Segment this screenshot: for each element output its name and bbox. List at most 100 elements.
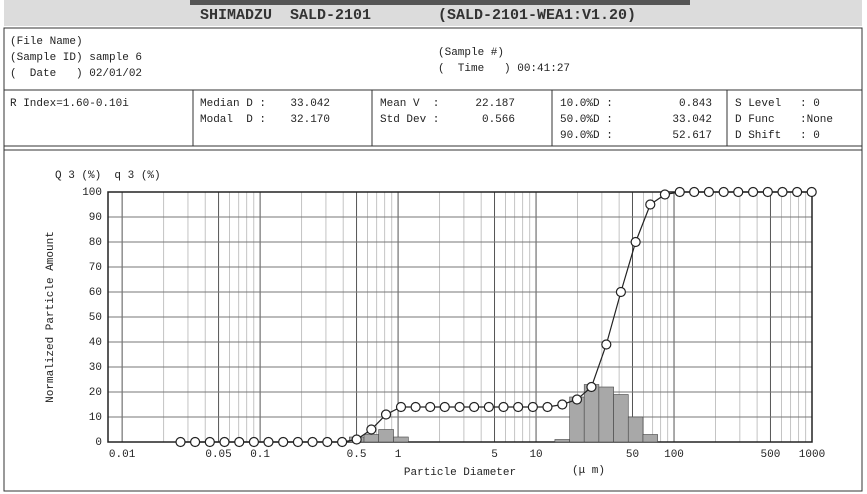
point (190, 436, 201, 448)
outer-frame (3, 27, 863, 492)
stat-label: D Shift (735, 130, 781, 142)
x-tick-label: 5 (491, 449, 498, 461)
plot-frame (107, 191, 813, 443)
point (175, 436, 186, 448)
bar (627, 416, 644, 443)
point (469, 401, 480, 413)
time: ( Time ) 00:41:27 (438, 63, 570, 75)
y-tick-label: 100 (82, 187, 102, 199)
y-tick-label: 30 (89, 362, 102, 374)
x-axis-unit: (μ m) (572, 465, 605, 477)
bar (642, 434, 658, 443)
point (513, 401, 524, 413)
bar (598, 386, 614, 443)
axis-header: Q 3 (%) q 3 (%) (55, 170, 161, 182)
point (718, 186, 729, 198)
x-tick-label: 1 (395, 449, 402, 461)
file-name: (File Name) (10, 36, 83, 48)
stat-label: Mean V : (380, 98, 439, 110)
y-tick-label: 50 (89, 312, 102, 324)
point (659, 189, 671, 200)
y-tick-label: 40 (89, 337, 102, 349)
point (278, 436, 289, 448)
stat-value: 33.042 (672, 114, 712, 126)
x-tick-label: 0.1 (250, 449, 270, 461)
bar (554, 439, 570, 443)
stat-label: 10.0%D : (560, 98, 613, 110)
point (527, 401, 538, 413)
y-axis-label: Normalized Particle Amount (45, 231, 57, 403)
point (498, 401, 509, 413)
header-strip (190, 0, 690, 5)
x-tick-label: 0.05 (205, 449, 231, 461)
point (571, 394, 583, 405)
point (380, 409, 392, 420)
sample-no: (Sample #) (438, 47, 504, 59)
y-tick-label: 80 (89, 237, 102, 249)
point (615, 286, 626, 298)
stat-label: Modal D : (200, 114, 266, 126)
bar (378, 429, 394, 443)
point (557, 399, 568, 410)
point (292, 436, 304, 448)
stat-label: 90.0%D : (560, 130, 613, 142)
point (248, 436, 260, 448)
stat-value: 0.566 (482, 114, 515, 126)
y-tick-label: 70 (89, 262, 102, 274)
point (234, 436, 245, 448)
point (542, 401, 553, 413)
point (645, 199, 656, 210)
sample-id: (Sample ID) sample 6 (10, 52, 142, 64)
stat-label: Median D : (200, 98, 266, 110)
stat-label: Std Dev : (380, 114, 439, 126)
bar (393, 436, 409, 443)
version: (SALD-2101-WEA1:V1.20) (438, 7, 636, 24)
point (395, 401, 407, 413)
point (439, 401, 450, 413)
title: SHIMADZU SALD-2101 (200, 7, 371, 24)
point (747, 186, 759, 198)
x-tick-label: 50 (626, 449, 639, 461)
point (307, 436, 318, 448)
point (483, 401, 494, 413)
date: ( Date ) 02/01/02 (10, 68, 142, 80)
r-index: R Index=1.60-0.10i (10, 98, 129, 110)
point (674, 186, 685, 198)
point (586, 381, 597, 393)
point (425, 401, 436, 413)
y-tick-label: 10 (89, 412, 102, 424)
bar (583, 384, 600, 443)
point (454, 401, 465, 413)
bar (363, 434, 379, 443)
stat-label: D Func (735, 114, 775, 126)
point (322, 436, 333, 448)
point (703, 186, 715, 198)
point (263, 436, 274, 448)
y-tick-label: 20 (89, 387, 102, 399)
stat-label: 50.0%D : (560, 114, 613, 126)
stat-label: S Level (735, 98, 781, 110)
stat-value: 22.187 (475, 98, 515, 110)
point (689, 186, 700, 198)
stat-value: 33.042 (290, 98, 330, 110)
y-tick-label: 90 (89, 212, 102, 224)
x-axis-label: Particle Diameter (404, 467, 516, 479)
y-tick-label: 60 (89, 287, 102, 299)
stat-value: 52.617 (672, 130, 712, 142)
x-tick-label: 1000 (799, 449, 825, 461)
stat-value: :None (800, 114, 833, 126)
stat-value: 32.170 (290, 114, 330, 126)
point (410, 401, 421, 413)
x-tick-label: 10 (529, 449, 542, 461)
point (792, 186, 803, 198)
stat-value: 0.843 (679, 98, 712, 110)
point (777, 186, 788, 198)
stat-value: : 0 (800, 98, 820, 110)
x-tick-label: 0.5 (347, 449, 367, 461)
point (351, 434, 362, 445)
point (762, 186, 773, 198)
point (204, 436, 215, 448)
stat-value: : 0 (800, 130, 820, 142)
